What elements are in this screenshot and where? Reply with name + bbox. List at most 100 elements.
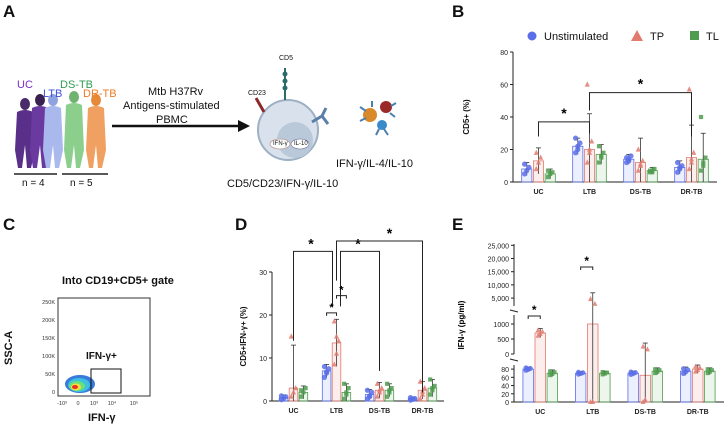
data-point-tp (535, 332, 541, 338)
data-point-tl (303, 386, 308, 391)
data-point-unstimulated (580, 370, 586, 376)
legend-marker-tl (690, 31, 699, 40)
y-tick-label: 10 (259, 356, 267, 363)
data-point-tp (584, 81, 590, 87)
data-point-unstimulated (410, 396, 416, 402)
bar-tl (651, 370, 663, 403)
data-point-tp (290, 389, 297, 395)
significance-star: * (584, 254, 589, 268)
chart-legend: Unstimulated TP TL (527, 30, 719, 43)
data-point-tp (642, 396, 648, 402)
caption-cell: CD5/CD23/IFN-γ/IL-10 (227, 178, 339, 190)
data-point-tp (333, 350, 340, 356)
data-point-tl (653, 371, 658, 376)
data-point-tl (428, 377, 433, 382)
y-tick-label: 30 (259, 270, 267, 277)
x-tick-label: DR-TB (687, 409, 709, 416)
data-point-tp (417, 395, 423, 401)
data-point-tp (693, 363, 699, 369)
data-point-tp (586, 149, 593, 155)
data-point-tl (705, 371, 710, 376)
data-point-tl (602, 371, 607, 376)
bar-uns (575, 372, 587, 403)
data-point-tl (430, 388, 435, 393)
group-label-dstb: DS-TB (60, 79, 93, 91)
flow-yticks: 250K 200K 150K 100K 50K 0 (42, 300, 55, 396)
flow-density-blob (65, 375, 95, 393)
data-point-tp (637, 161, 644, 167)
legend-marker-tp (631, 30, 643, 41)
stim-line-1: Mtb H37Rv (148, 86, 204, 98)
significance-star: * (561, 105, 567, 121)
bar-uns (627, 372, 639, 403)
data-point-tl (548, 369, 553, 374)
panel-letter-d: D (235, 215, 248, 234)
flow-xtick: 10³ (90, 401, 98, 407)
bar-tl (546, 372, 558, 403)
data-point-tl (707, 369, 712, 374)
y-tick-label: 40 (500, 115, 508, 122)
data-point-tp (588, 296, 594, 302)
y-tick-label: 10,000 (488, 283, 510, 290)
panel-letter-c: C (3, 215, 16, 234)
chart-b: 0 20 40 60 80 CD5+ (%) UC LTB DS-TB DR-TB * * (462, 50, 717, 196)
flow-ytick: 200K (42, 318, 55, 324)
x-tick-label: DR-TB (681, 189, 703, 196)
y-tick-label: 20 (259, 313, 267, 320)
data-point-tl (550, 371, 555, 376)
y-tick-label: 20 (501, 392, 509, 399)
data-point-tp (688, 159, 695, 165)
marker-cd5: CD5 (279, 55, 294, 62)
data-point-tl (344, 390, 349, 395)
data-point-tl (552, 370, 557, 375)
data-point-tl (342, 396, 347, 401)
flow-xtick: -10³ (57, 401, 67, 407)
significance-bracket (538, 121, 590, 137)
significance-bracket (326, 312, 337, 316)
data-point-tl (430, 386, 435, 391)
stim-line-2: Antigens-stimulated (123, 100, 220, 112)
data-point-tl (600, 372, 605, 377)
significance-bracket (340, 250, 380, 371)
data-point-tp (693, 368, 699, 374)
data-point-unstimulated (324, 369, 330, 375)
data-point-tp (419, 391, 426, 397)
data-point-tl (344, 392, 349, 397)
legend-label-tp: TP (650, 31, 664, 43)
x-tick-label: UC (535, 409, 545, 416)
dstb-figure-icon (64, 91, 84, 168)
data-point-tl (385, 394, 390, 399)
y-tick-label: 80 (500, 50, 508, 57)
data-point-tl (387, 388, 392, 393)
data-point-tp (590, 399, 596, 404)
data-point-tl (385, 381, 390, 386)
caption-cytokines: IFN-γ/IL-4/IL-10 (336, 158, 414, 170)
chart-e: 020406080050010005,00010,00015,00020,000… (457, 243, 724, 416)
data-point-tl (703, 155, 708, 160)
data-point-tp (640, 157, 646, 163)
x-tick-label: DS-TB (635, 409, 656, 416)
ltb-figure-icon (43, 94, 63, 168)
data-point-tl (701, 160, 706, 165)
data-point-tl (545, 175, 551, 180)
ifn-gate (90, 368, 122, 394)
n-label-1: n = 4 (22, 178, 45, 189)
data-point-tl (705, 367, 710, 372)
data-point-tp (635, 146, 641, 152)
data-point-unstimulated (626, 158, 632, 164)
y-axis-label: CD5+ (%) (462, 99, 471, 135)
flow-xlabel: IFN-γ (88, 412, 116, 424)
panel-letter-b: B (452, 2, 465, 21)
data-point-tl (550, 170, 555, 175)
data-point-tp (333, 333, 340, 339)
data-point-unstimulated (677, 164, 683, 170)
data-point-tp (688, 156, 695, 162)
flow-xtick: 10⁵ (130, 400, 138, 407)
data-point-tl (596, 160, 602, 165)
significance-bracket (527, 315, 541, 319)
data-point-tl (548, 171, 553, 176)
data-point-tl (653, 367, 658, 372)
data-point-tp (592, 300, 598, 306)
legend-label-uns: Unstimulated (544, 31, 608, 43)
marker-il10: IL-10 (294, 141, 308, 147)
